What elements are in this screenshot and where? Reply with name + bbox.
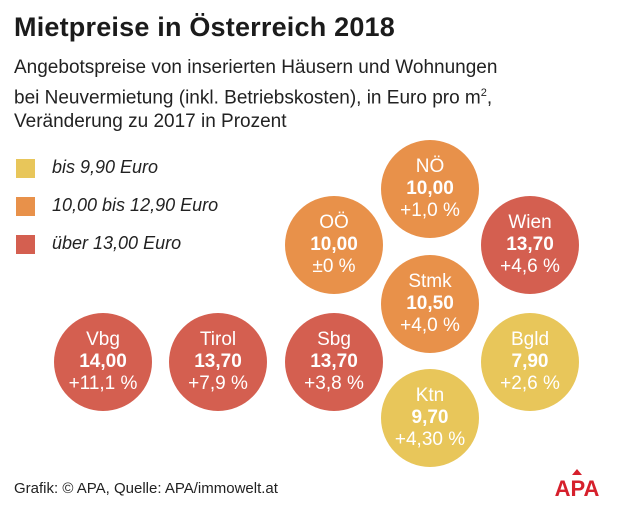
bubble-ktn: Ktn 9,70 +4,30 %: [381, 369, 479, 467]
bubble-region-label: Ktn: [415, 385, 445, 406]
bubble-tirol: Tirol 13,70 +7,9 %: [169, 313, 267, 411]
bubble-price-label: 14,00: [79, 351, 127, 372]
bubble-change-label: +4,0 %: [400, 315, 460, 336]
bubble-change-label: +3,8 %: [304, 373, 364, 394]
bubble-change-label: +4,30 %: [394, 429, 466, 450]
bubble-ooe: OÖ 10,00 ±0 %: [285, 196, 383, 294]
subtitle-line-2-text: bei Neuvermietung (inkl. Betriebskosten)…: [14, 86, 481, 108]
subtitle-line-3: Veränderung zu 2017 in Prozent: [14, 111, 287, 133]
bubble-price-label: 9,70: [411, 407, 449, 428]
bubble-vbg: Vbg 14,00 +11,1 %: [54, 313, 152, 411]
bubble-price-label: 10,00: [310, 234, 358, 255]
bubble-region-label: Wien: [508, 212, 552, 233]
bubble-region-label: Vbg: [86, 329, 120, 350]
legend-swatch-mid: [16, 197, 35, 216]
bubble-change-label: +4,6 %: [500, 256, 560, 277]
chart-subtitle: Angebotspreise von inserierten Häusern u…: [14, 56, 614, 135]
legend-swatch-low: [16, 159, 35, 178]
legend-label-high: über 13,00 Euro: [52, 233, 182, 253]
legend-label-mid: 10,00 bis 12,90 Euro: [52, 195, 219, 215]
logo-text: APA: [555, 476, 600, 498]
bubble-noe: NÖ 10,00 +1,0 %: [381, 140, 479, 238]
bubble-change-label: +2,6 %: [500, 373, 560, 394]
legend-label-low: bis 9,90 Euro: [52, 157, 159, 177]
bubble-price-label: 10,00: [406, 178, 454, 199]
subtitle-line-2: bei Neuvermietung (inkl. Betriebskosten)…: [14, 81, 614, 111]
source-footer: Grafik: © APA, Quelle: APA/immowelt.at: [14, 480, 278, 497]
bubble-region-label: Tirol: [199, 329, 237, 350]
bubble-price-label: 13,70: [194, 351, 242, 372]
bubble-price-label: 10,50: [406, 293, 454, 314]
subtitle-superscript: 2: [480, 86, 487, 99]
bubble-region-label: OÖ: [319, 212, 349, 233]
bubble-wien: Wien 13,70 +4,6 %: [481, 196, 579, 294]
bubble-change-label: +7,9 %: [188, 373, 248, 394]
bubble-price-label: 7,90: [511, 351, 549, 372]
bubble-region-label: NÖ: [415, 156, 445, 177]
apa-logo: APA: [555, 469, 600, 498]
bubble-change-label: +11,1 %: [68, 373, 138, 394]
subtitle-line-2-end: ,: [486, 86, 493, 108]
bubble-sbg: Sbg 13,70 +3,8 %: [285, 313, 383, 411]
legend-swatch-high: [16, 235, 35, 254]
bubble-stmk: Stmk 10,50 +4,0 %: [381, 255, 479, 353]
bubble-price-label: 13,70: [310, 351, 358, 372]
bubble-change-label: ±0 %: [312, 256, 356, 277]
chart-title: Mietpreise in Österreich 2018: [14, 12, 395, 42]
bubble-price-label: 13,70: [506, 234, 554, 255]
subtitle-line-1: Angebotspreise von inserierten Häusern u…: [14, 57, 498, 78]
bubble-change-label: +1,0 %: [400, 200, 460, 221]
bubble-bgld: Bgld 7,90 +2,6 %: [481, 313, 579, 411]
bubble-region-label: Bgld: [510, 329, 550, 350]
bubble-region-label: Sbg: [317, 329, 351, 350]
bubble-region-label: Stmk: [408, 271, 452, 292]
